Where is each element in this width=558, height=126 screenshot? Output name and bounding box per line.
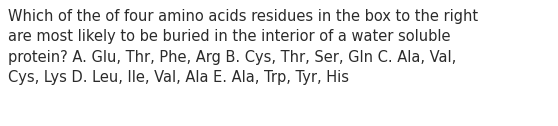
Text: Which of the of four amino acids residues in the box to the right
are most likel: Which of the of four amino acids residue… [8,9,479,85]
